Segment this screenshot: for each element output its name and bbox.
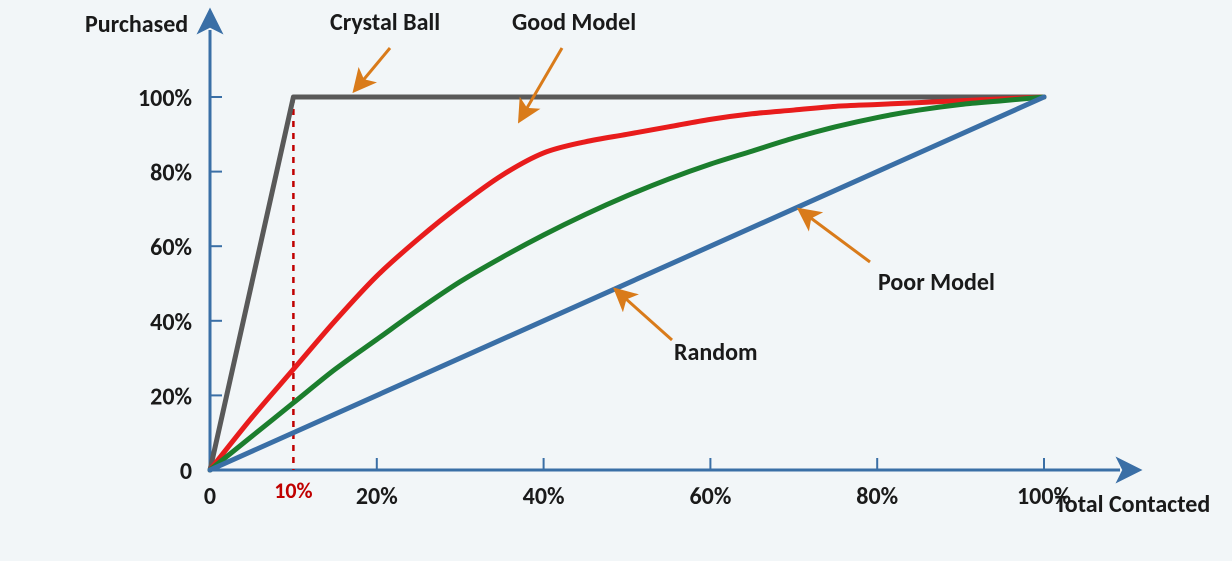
y-axis-title: Purchased [85,10,188,39]
x-tick-label: 100% [1017,482,1071,511]
callout-arrow-random [616,290,672,340]
y-tick-label: 100% [138,84,192,113]
callout-label-good_model: Good Model [512,8,636,37]
x-ticks: 0 20% 40% 60% 80% 100% [204,458,1071,511]
callout-label-random: Random [674,338,758,367]
x-tick-label: 0 [204,482,216,511]
callout-label-crystal_ball: Crystal Ball [330,8,440,37]
y-tick-label: 60% [150,233,192,262]
callout-arrow-good_model [520,48,562,120]
x-tick-label: 20% [356,482,398,511]
x-axis-title: Total Contacted [1055,490,1210,519]
reference-label-10pct: 10% [274,477,312,504]
y-tick-label: 80% [150,159,192,188]
callout-arrow-crystal_ball [355,48,390,90]
y-tick-label: 20% [150,382,192,411]
y-tick-label: 40% [150,308,192,337]
callouts-group: Crystal Ball Good Model Poor Model Random [330,8,995,367]
callout-label-poor_model: Poor Model [878,268,995,297]
lift-chart: Purchased Total Contacted 0 20% 40% 60% 80% 1… [0,0,1232,561]
x-tick-label: 80% [856,482,898,511]
callout-arrow-poor_model [800,210,870,262]
y-tick-label: 0 [180,457,192,486]
x-tick-label: 60% [689,482,731,511]
x-tick-label: 40% [523,482,565,511]
